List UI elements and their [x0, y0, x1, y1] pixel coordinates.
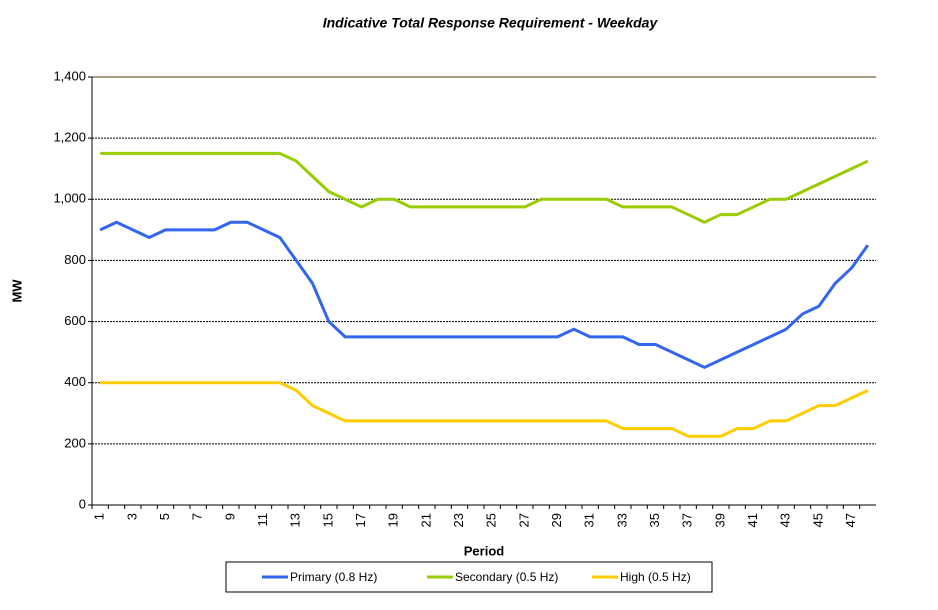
x-tick-label: 11: [255, 513, 270, 527]
x-tick-label: 31: [582, 513, 597, 527]
x-tick-label: 39: [712, 513, 727, 527]
x-tick-label: 47: [843, 513, 858, 527]
x-tick-label: 35: [647, 513, 662, 527]
x-tick-label: 41: [745, 513, 760, 527]
x-tick-label: 9: [222, 513, 237, 520]
y-tick-label: 0: [79, 496, 86, 511]
x-tick-label: 7: [190, 513, 205, 520]
x-tick-label: 27: [516, 513, 531, 527]
x-tick-label: 3: [124, 513, 139, 520]
x-tick-label: 19: [386, 513, 401, 527]
series-line: [100, 151, 869, 224]
x-tick-label: 25: [484, 513, 499, 527]
x-tick-label: 1: [92, 513, 107, 520]
x-tick-label: 29: [549, 513, 564, 527]
x-tick-label: 21: [418, 513, 433, 527]
x-tick-label: 17: [353, 513, 368, 527]
y-axis-label: MW: [9, 279, 24, 303]
x-tick-label: 43: [778, 513, 793, 527]
y-tick-label: 1,000: [53, 191, 86, 206]
x-axis-label: Period: [464, 543, 505, 558]
y-tick-label: 1,200: [53, 130, 86, 145]
series-line: [99, 220, 870, 369]
y-tick-label: 600: [64, 313, 86, 328]
y-tick-label: 200: [64, 435, 86, 450]
legend-label: Secondary (0.5 Hz): [455, 570, 558, 584]
y-tick-label: 800: [64, 252, 86, 267]
y-tick-label: 400: [64, 374, 86, 389]
legend-label: High (0.5 Hz): [620, 570, 691, 584]
legend-label: Primary (0.8 Hz): [290, 570, 377, 584]
legend-box: [225, 561, 713, 593]
y-tick-label: 1,400: [53, 68, 86, 83]
series-line: [100, 381, 869, 438]
x-tick-label: 37: [680, 513, 695, 527]
x-tick-label: 5: [157, 513, 172, 520]
x-tick-label: 15: [320, 513, 335, 527]
chart-title: Indicative Total Response Requirement - …: [323, 15, 659, 31]
x-tick-label: 33: [614, 513, 629, 527]
x-tick-label: 23: [451, 513, 466, 527]
x-tick-label: 13: [288, 513, 303, 527]
x-tick-label: 45: [810, 513, 825, 527]
